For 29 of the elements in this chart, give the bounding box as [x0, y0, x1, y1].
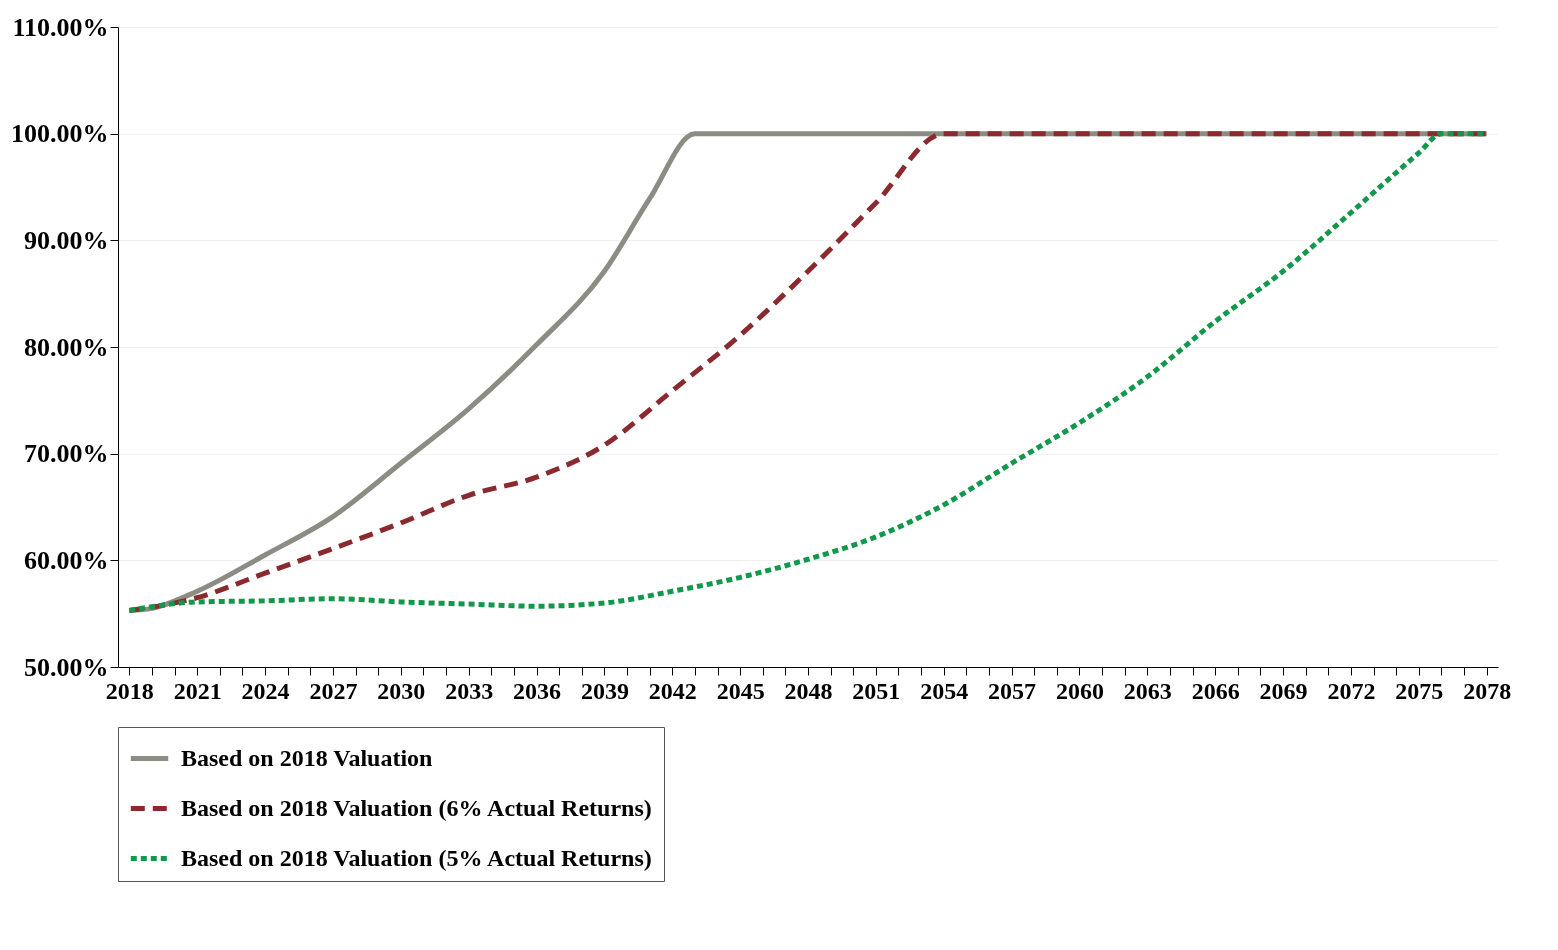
x-tick-label: 2036: [513, 677, 562, 704]
y-tick-label: 70.00%: [24, 439, 109, 469]
x-tick-label: 2057: [988, 677, 1037, 704]
legend-label: Based on 2018 Valuation: [181, 744, 433, 771]
x-tick-label: 2069: [1259, 677, 1308, 704]
y-tick-label: 110.00%: [12, 12, 109, 42]
x-tick-label: 2027: [309, 677, 358, 704]
x-tick-label: 2078: [1463, 677, 1512, 704]
legend-label: Based on 2018 Valuation (6% Actual Returns): [181, 794, 652, 821]
y-tick-label: 60.00%: [24, 545, 109, 575]
x-tick-label: 2033: [445, 677, 494, 704]
x-tick-label: 2021: [173, 677, 222, 704]
x-tick-label: 2072: [1327, 677, 1376, 704]
x-tick-label: 2051: [852, 677, 901, 704]
x-tick-label: 2048: [784, 677, 833, 704]
x-tick-label: 2030: [377, 677, 426, 704]
y-tick-label: 90.00%: [24, 225, 109, 255]
x-tick-label: 2066: [1191, 677, 1240, 704]
x-tick-label: 2063: [1123, 677, 1172, 704]
x-tick-label: 2054: [920, 677, 969, 704]
y-tick-label: 100.00%: [11, 119, 109, 149]
x-tick-label: 2039: [580, 677, 629, 704]
legend-label: Based on 2018 Valuation (5% Actual Returns): [181, 844, 652, 871]
y-tick-label: 80.00%: [24, 332, 109, 362]
x-tick-label: 2045: [716, 677, 765, 704]
x-tick-label: 2060: [1055, 677, 1104, 704]
x-tick-label: 2075: [1395, 677, 1444, 704]
x-tick-label: 2024: [241, 677, 290, 704]
x-tick-label: 2042: [648, 677, 697, 704]
